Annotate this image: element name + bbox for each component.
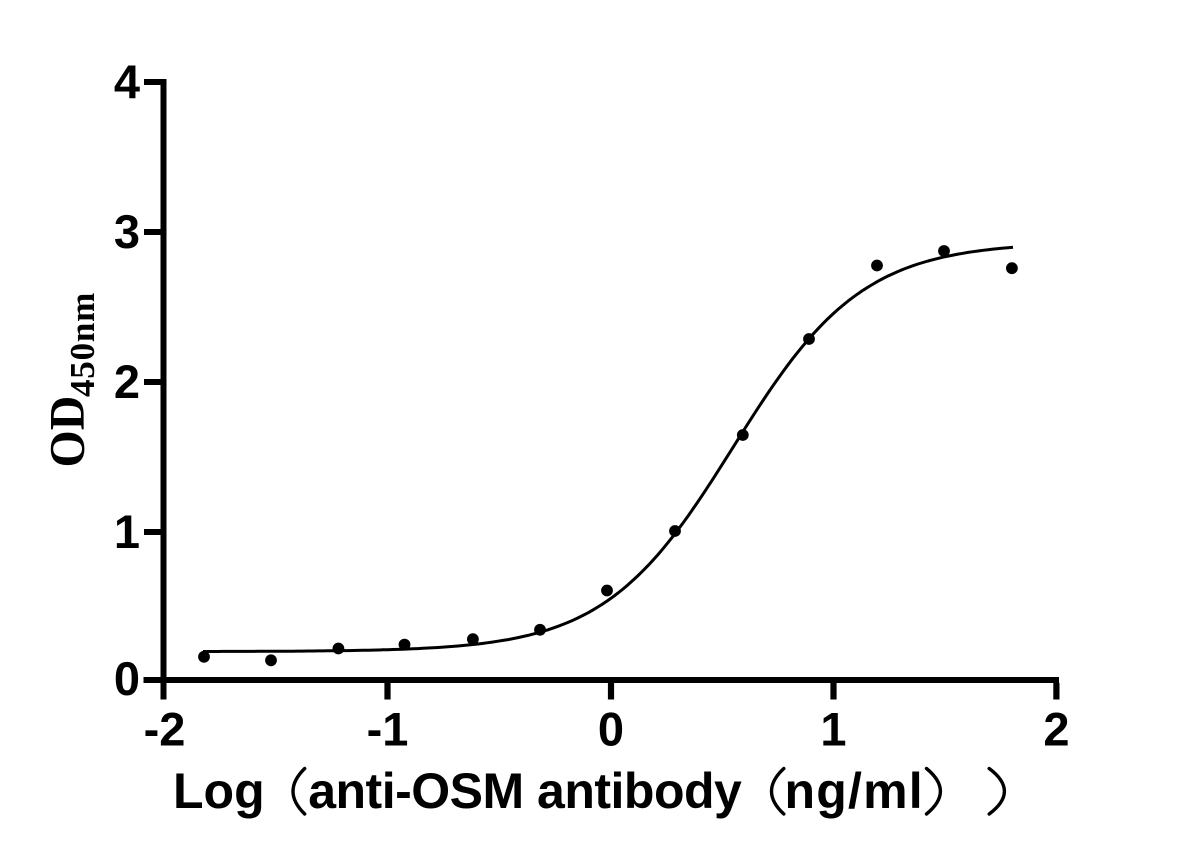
svg-text:2: 2 bbox=[1043, 703, 1069, 756]
svg-text:Log: Log bbox=[173, 763, 265, 819]
svg-text:4: 4 bbox=[114, 55, 140, 108]
svg-text:-1: -1 bbox=[367, 703, 409, 756]
svg-text:OD: OD bbox=[39, 396, 95, 468]
svg-text:0: 0 bbox=[598, 703, 624, 756]
svg-text:2: 2 bbox=[114, 355, 140, 408]
svg-text:1: 1 bbox=[820, 703, 846, 756]
svg-text:ng/ml: ng/ml bbox=[785, 763, 924, 819]
svg-text:anti-OSM antibody: anti-OSM antibody bbox=[308, 763, 742, 819]
svg-text:450nm: 450nm bbox=[63, 292, 102, 397]
svg-text:3: 3 bbox=[114, 205, 140, 258]
svg-text:-2: -2 bbox=[144, 703, 186, 756]
svg-text:0: 0 bbox=[114, 652, 140, 705]
svg-text:1: 1 bbox=[114, 505, 140, 558]
